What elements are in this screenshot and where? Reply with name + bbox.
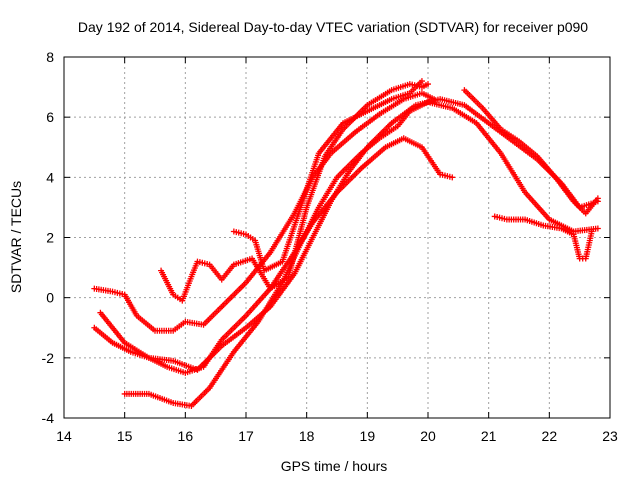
y-axis-label: SDTVAR / TECUs [8,181,24,293]
series-track-7 [461,87,601,217]
y-tick-label: -4 [42,410,55,426]
x-tick-label: 22 [542,428,558,444]
series-track-5 [91,135,456,376]
x-tick-label: 23 [602,428,618,444]
data-point [588,228,595,235]
y-tick-label: 4 [46,169,54,185]
y-tick-label: -2 [42,350,55,366]
x-tick-label: 21 [481,428,497,444]
data-point [449,174,456,181]
x-tick-label: 17 [238,428,254,444]
x-tick-label: 18 [299,428,315,444]
data-point [425,81,431,88]
data-series [91,78,601,409]
chart-title: Day 192 of 2014, Sidereal Day-to-day VTE… [78,19,588,35]
x-tick-label: 15 [117,428,133,444]
series-track-3 [121,99,601,409]
x-tick-label: 19 [360,428,376,444]
data-point [594,225,601,232]
grid [64,57,610,418]
y-tick-label: 8 [46,49,54,65]
x-tick-label: 16 [178,428,194,444]
x-tick-label: 20 [420,428,436,444]
data-point [418,78,425,85]
y-tick-label: 6 [46,109,54,125]
axis-ticks: 14 15 16 17 18 19 20 21 22 23 -4 -2 0 2 4 6 8 [42,49,618,444]
series-track-6 [230,78,425,274]
x-axis-label: GPS time / hours [281,458,388,474]
series-track-8 [491,213,595,262]
y-tick-label: 0 [46,290,54,306]
y-tick-label: 2 [46,230,54,246]
x-tick-label: 14 [56,428,72,444]
data-point [594,195,601,202]
